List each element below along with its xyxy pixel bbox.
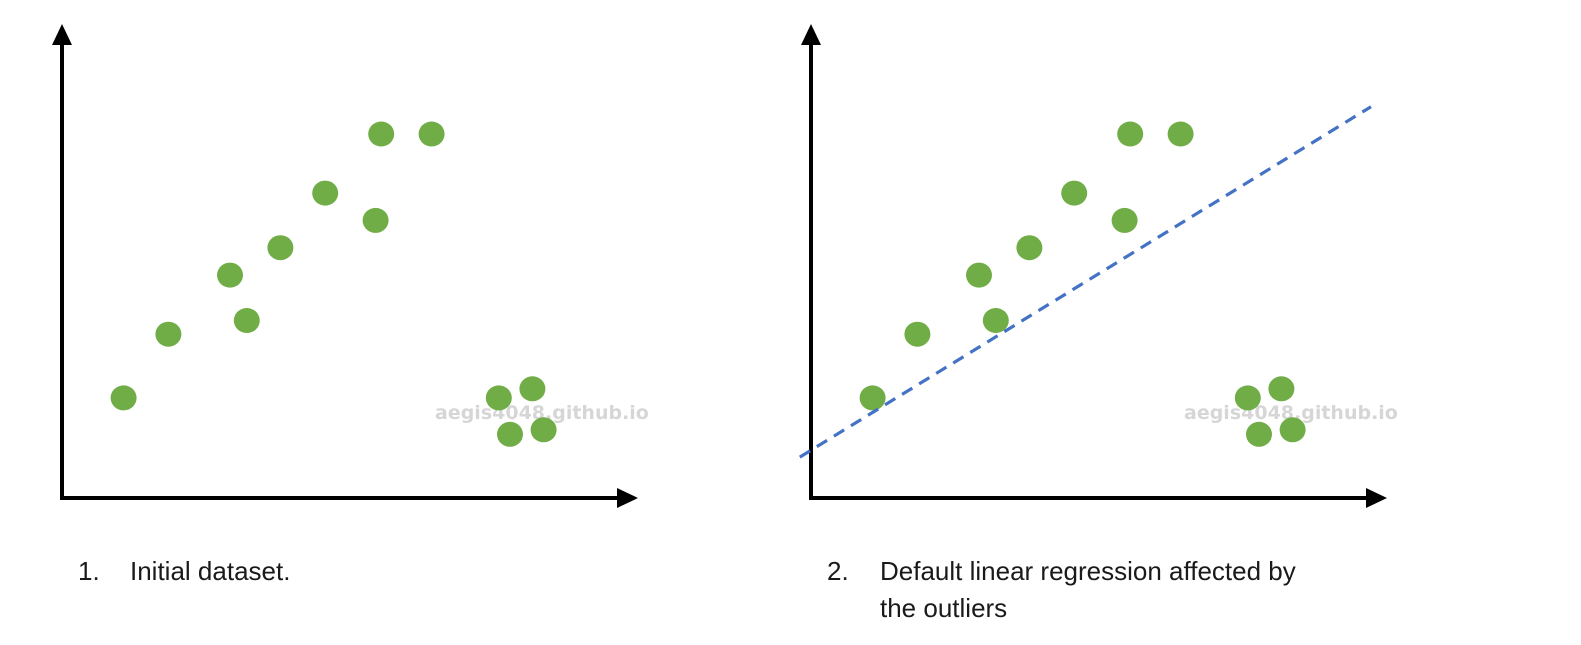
data-point: [1234, 385, 1261, 411]
caption-number: 1.: [78, 556, 100, 586]
data-point: [982, 308, 1009, 333]
data-point: [1246, 421, 1272, 447]
data-point: [267, 235, 294, 261]
caption-2: 2. Default linear regression affected by…: [827, 556, 1296, 623]
data-point: [110, 385, 137, 411]
data-point: [497, 421, 523, 447]
data-point: [519, 376, 546, 402]
caption-line: the outliers: [880, 593, 1007, 623]
x-axis-arrow: [617, 488, 638, 508]
y-axis-arrow: [801, 24, 821, 45]
panel-initial-dataset: aegis4048.github.io: [52, 24, 649, 508]
data-point: [368, 121, 395, 147]
data-point: [1117, 121, 1144, 147]
x-axis-arrow: [1366, 488, 1387, 508]
data-point: [530, 417, 557, 443]
caption-line: Default linear regression affected by: [880, 556, 1296, 586]
caption-line: Initial dataset.: [130, 556, 290, 586]
watermark: aegis4048.github.io: [435, 402, 649, 424]
data-point: [1016, 235, 1043, 261]
data-points: [110, 121, 557, 447]
data-point: [217, 262, 243, 288]
data-point: [904, 321, 931, 347]
data-point: [155, 321, 182, 347]
data-point: [1279, 417, 1306, 443]
data-point: [1167, 121, 1194, 147]
y-axis-arrow: [52, 24, 72, 45]
data-point: [485, 385, 512, 411]
data-point: [418, 121, 445, 147]
data-points: [859, 121, 1306, 447]
data-point: [1111, 207, 1138, 233]
caption-number: 2.: [827, 556, 849, 586]
data-point: [362, 207, 389, 233]
panel-regression: aegis4048.github.io: [798, 24, 1398, 508]
data-point: [859, 385, 886, 411]
caption-1: 1. Initial dataset.: [78, 556, 290, 586]
watermark: aegis4048.github.io: [1184, 402, 1398, 424]
data-point: [1061, 180, 1088, 206]
data-point: [1268, 376, 1295, 402]
data-point: [233, 308, 260, 333]
data-point: [966, 262, 992, 288]
data-point: [312, 180, 339, 206]
regression-line: [798, 105, 1372, 459]
